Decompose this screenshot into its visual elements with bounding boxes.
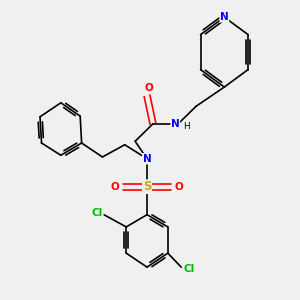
Text: Cl: Cl (183, 264, 194, 274)
Text: O: O (175, 182, 184, 192)
Text: O: O (111, 182, 119, 192)
Text: Cl: Cl (92, 208, 103, 218)
Text: O: O (144, 83, 153, 93)
Text: N: N (171, 119, 180, 129)
Text: S: S (143, 180, 151, 193)
Text: H: H (183, 122, 190, 131)
Text: N: N (220, 12, 229, 22)
Text: N: N (143, 154, 152, 164)
